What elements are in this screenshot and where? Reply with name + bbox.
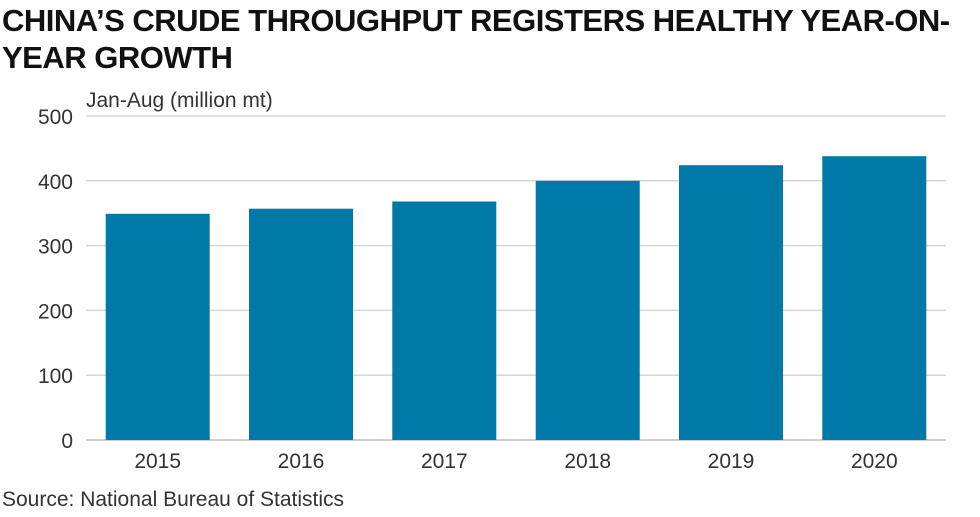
x-tick-label: 2015 (134, 450, 181, 473)
bar-2015 (105, 213, 210, 440)
bars (105, 156, 927, 441)
bar-2016 (249, 208, 353, 440)
x-tick-label: 2019 (708, 450, 755, 473)
source-note: Source: National Bureau of Statistics (2, 488, 345, 511)
y-axis-ticks: 0 100 200 300 400 500 (38, 106, 73, 453)
y-tick-label: 100 (38, 365, 73, 388)
bar-chart: Jan-Aug (million mt) 0 100 200 300 400 500 20… (38, 89, 946, 473)
y-tick-label: 500 (38, 106, 73, 129)
y-tick-label: 0 (61, 430, 73, 453)
x-tick-label: 2018 (564, 450, 611, 473)
x-axis-ticks: 2015 2016 2017 2018 2019 2020 (134, 450, 897, 473)
bar-2020 (822, 156, 927, 440)
y-tick-label: 400 (38, 171, 73, 194)
x-tick-label: 2017 (421, 450, 468, 473)
gridlines (86, 115, 946, 441)
bar-2019 (679, 165, 783, 440)
chart-title: CHINA’S CRUDE THROUGHPUT REGISTERS HEALT… (2, 3, 950, 75)
x-tick-label: 2020 (851, 450, 898, 473)
bar-2017 (392, 201, 497, 440)
x-tick-label: 2016 (278, 450, 325, 473)
bar-2018 (535, 180, 640, 441)
y-axis-unit-label: Jan-Aug (million mt) (86, 89, 273, 112)
y-tick-label: 200 (38, 300, 73, 323)
y-tick-label: 300 (38, 236, 73, 259)
